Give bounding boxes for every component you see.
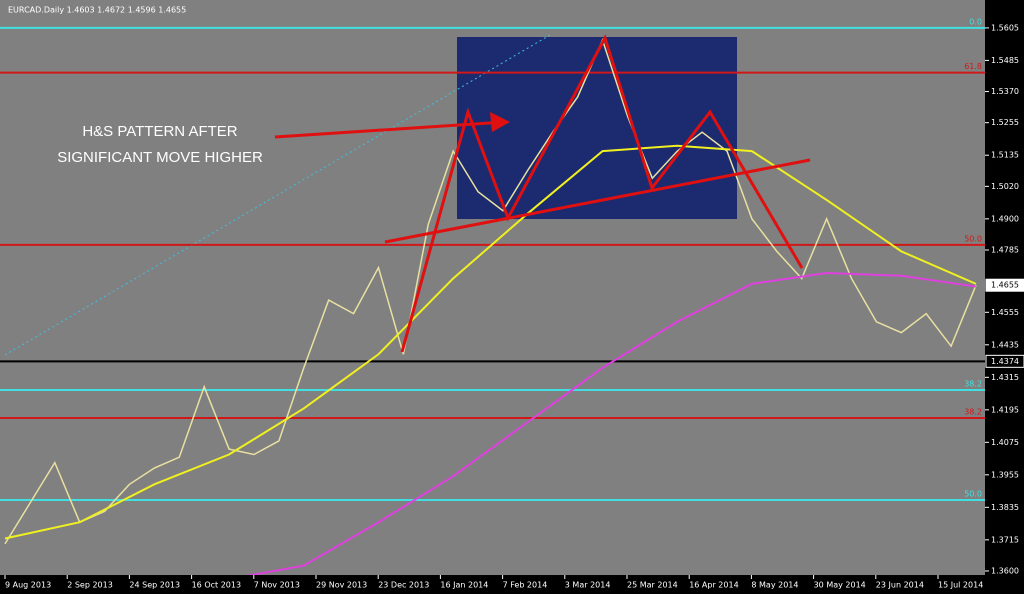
y-tick-label: 1.4195	[991, 405, 1019, 414]
pattern-lines	[274, 34, 811, 353]
header: EURCAD.Daily 1.4603 1.4672 1.4596 1.4655	[8, 6, 186, 15]
y-tick-label: 1.5135	[991, 151, 1019, 160]
y-tick-label: 1.3955	[991, 470, 1019, 479]
x-tick-label: 23 Jun 2014	[876, 581, 924, 590]
x-tick-label: 30 May 2014	[814, 581, 866, 590]
level-label: 38.2	[964, 407, 982, 416]
price-label-box	[985, 354, 1024, 368]
x-tick-label: 8 May 2014	[751, 581, 798, 590]
x-tick-label: 16 Oct 2013	[192, 581, 241, 590]
trend-line	[4, 34, 551, 356]
x-tick-label: 9 Aug 2013	[5, 581, 51, 590]
y-tick-label: 1.4435	[991, 340, 1019, 349]
x-tick-label: 24 Sep 2013	[129, 581, 180, 590]
y-tick-label: 1.5020	[991, 182, 1019, 191]
y-tick-label: 1.3835	[991, 503, 1019, 512]
level-label: 50.0	[964, 234, 982, 243]
time-axis	[0, 575, 985, 594]
x-tick-label: 15 Jul 2014	[938, 581, 983, 590]
series	[4, 37, 977, 581]
y-tick-label: 1.5485	[991, 56, 1019, 65]
annotation: H&S PATTERN AFTER	[82, 123, 237, 140]
axis-labels: 1.5605 1.5485 1.5370 1.5255 1.5135 1.5020 1.49…	[4, 23, 1024, 590]
x-tick-label: 25 Mar 2014	[627, 581, 678, 590]
y-tick-label: 1.5370	[991, 87, 1019, 96]
y-tick-label: 1.3715	[991, 535, 1019, 544]
price-label: 1.4655	[991, 281, 1019, 290]
y-tick-label: 1.4315	[991, 373, 1019, 382]
y-tick-label: 1.5255	[991, 118, 1019, 127]
series-line	[4, 37, 977, 545]
x-tick-label: 16 Jan 2014	[440, 581, 488, 590]
arrow-shaft	[274, 120, 506, 139]
hs-pattern	[400, 34, 804, 353]
price-label-box	[985, 278, 1024, 292]
y-tick-label: 1.4075	[991, 438, 1019, 447]
series-line	[228, 272, 977, 581]
y-tick-label: 1.4555	[991, 308, 1019, 317]
x-tick-label: 2 Sep 2013	[67, 581, 113, 590]
level-label: 0.0	[969, 17, 982, 26]
level-label: 38.2	[964, 380, 982, 389]
level-label: 61.8	[964, 62, 982, 71]
price-label: 1.4374	[991, 357, 1019, 366]
series-line	[4, 144, 977, 540]
arrow-head	[490, 112, 510, 132]
y-tick-label: 1.4785	[991, 246, 1019, 255]
x-tick-label: 23 Dec 2013	[378, 581, 429, 590]
y-tick-label: 1.3600	[991, 566, 1019, 575]
price-axis	[985, 0, 1024, 594]
neckline	[384, 158, 811, 244]
level-label: 50.0	[964, 490, 982, 499]
x-tick-label: 29 Nov 2013	[316, 581, 367, 590]
annotation: SIGNIFICANT MOVE HIGHER	[57, 149, 263, 166]
y-tick-label: 1.5605	[991, 23, 1019, 32]
x-tick-label: 7 Feb 2014	[503, 581, 548, 590]
x-tick-label: 7 Nov 2013	[254, 581, 300, 590]
x-tick-label: 3 Mar 2014	[565, 581, 611, 590]
x-tick-label: 16 Apr 2014	[689, 581, 738, 590]
y-tick-label: 1.4900	[991, 214, 1019, 223]
pattern-box	[457, 37, 737, 219]
